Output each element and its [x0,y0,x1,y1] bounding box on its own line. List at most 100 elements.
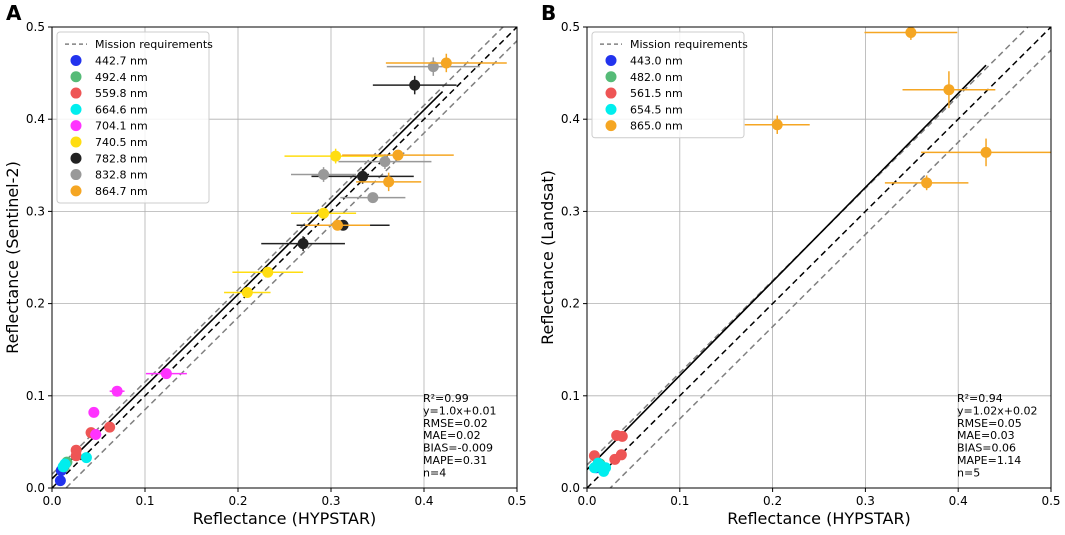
legend: Mission requirements 443.0 nm 482.0 nm 561.… [591,31,748,139]
legend-marker [70,87,82,99]
x-tick-label: 0.2 [228,494,247,508]
data-point [409,79,421,91]
legend-marker [70,120,82,132]
data-point [771,119,783,131]
y-tick-label: 0.0 [561,481,580,495]
legend-label: 704.1 nm [95,120,148,133]
legend-label: 559.8 nm [95,87,148,100]
y-tick-label: 0.1 [26,389,45,403]
legend-label: 443.0 nm [630,54,683,67]
y-axis-label: Reflectance (Landsat) [538,170,557,345]
data-point [318,207,330,219]
y-tick-label: 0.1 [561,389,580,403]
data-point [980,146,992,158]
legend-marker [605,103,617,115]
data-point [59,458,71,470]
y-tick-label: 0.3 [26,204,45,218]
one-to-one-line [52,27,517,488]
legend-label: 740.5 nm [95,136,148,149]
panel-b: 0.0 0.1 0.2 0.3 0.4 0.5 0.0 0.1 0.2 0.3 0.4 0.5 Refl… [538,1,1061,528]
x-axis-label: Reflectance (HYPSTAR) [727,509,911,528]
data-point [943,84,955,96]
x-tick-label: 0.3 [856,494,875,508]
y-axis-label: Reflectance (Sentinel-2) [3,161,22,354]
panel-a: 0.0 0.1 0.2 0.3 0.4 0.5 0.0 0.1 0.2 0.3 0.4 0.5 Refl… [3,1,527,528]
legend-label: 442.7 nm [95,54,148,67]
data-point [160,368,172,380]
stats-annotation: R²=0.94y=1.02x+0.02RMSE=0.05MAE=0.03BIAS… [957,392,1037,479]
data-point [241,287,253,299]
data-point [318,169,330,181]
series-782-8-nm [261,75,457,252]
panel-label: A [6,1,22,25]
stats-line: RMSE=0.02 [423,417,488,430]
data-point [262,266,274,278]
data-point [392,149,404,161]
legend-marker [605,54,617,66]
legend-label: 561.5 nm [630,87,683,100]
data-point [357,170,369,182]
stats-line: BIAS=0.06 [957,442,1016,455]
x-tick-label: 0.0 [42,494,61,508]
y-tick-label: 0.4 [561,112,580,126]
one-to-one-line [587,27,1051,488]
legend-label: 865.0 nm [630,120,683,133]
series-740-5-nm [224,148,387,299]
axes-frame [586,26,1052,489]
data-point [104,421,116,433]
data-point [921,177,933,189]
series-865-0-nm [744,27,1051,191]
series-704-1-nm [88,368,187,441]
data-point [616,430,628,442]
legend-marker [70,185,82,197]
legend-marker [605,87,617,99]
stats-line: BIAS=-0.009 [423,442,493,455]
stats-annotation: R²=0.99y=1.0x+0.01RMSE=0.02MAE=0.02BIAS=… [423,392,496,479]
stats-line: RMSE=0.05 [957,417,1022,430]
mission-requirement-line [52,27,505,475]
legend-marker [605,120,617,132]
series-654-5-nm [588,457,612,477]
data-point [54,475,66,487]
data-point [600,462,612,474]
stats-line: R²=0.94 [957,392,1003,405]
x-tick-label: 0.4 [949,494,968,508]
stats-line: MAPE=0.31 [423,454,487,467]
plot-area [52,27,517,488]
data-point [330,150,342,162]
plot-area [587,27,1051,488]
x-axis-label: Reflectance (HYPSTAR) [193,509,377,528]
legend-marker [70,136,82,148]
mission-requirement-line [587,27,1029,466]
legend-box [56,31,210,204]
legend: Mission requirements 442.7 nm 492.4 nm 559.… [56,31,213,204]
legend-label: 654.5 nm [630,103,683,116]
x-tick-label: 0.1 [135,494,154,508]
data-point [615,449,627,461]
stats-line: R²=0.99 [423,392,469,405]
stats-line: y=1.02x+0.02 [957,404,1037,417]
series-664-6-nm [57,452,92,473]
y-tick-label: 0.2 [561,297,580,311]
data-point [88,406,100,418]
legend-label: 864.7 nm [95,185,148,198]
data-point [427,61,439,73]
data-point [111,385,123,397]
legend-marker [70,152,82,164]
legend-marker [70,71,82,83]
x-tick-label: 0.5 [1041,494,1060,508]
stats-line: n=4 [423,466,446,479]
mission-requirement-line [609,49,1051,488]
data-point [379,156,391,168]
legend-label: Mission requirements [95,38,213,51]
data-point [90,429,102,441]
legend-box [591,31,745,139]
data-point [905,27,917,39]
legend-label: Mission requirements [630,38,748,51]
stats-line: MAE=0.02 [423,429,481,442]
data-point [80,452,92,464]
series-864-7-nm [304,53,507,231]
legend-label: 664.6 nm [95,103,148,116]
y-tick-label: 0.3 [561,204,580,218]
